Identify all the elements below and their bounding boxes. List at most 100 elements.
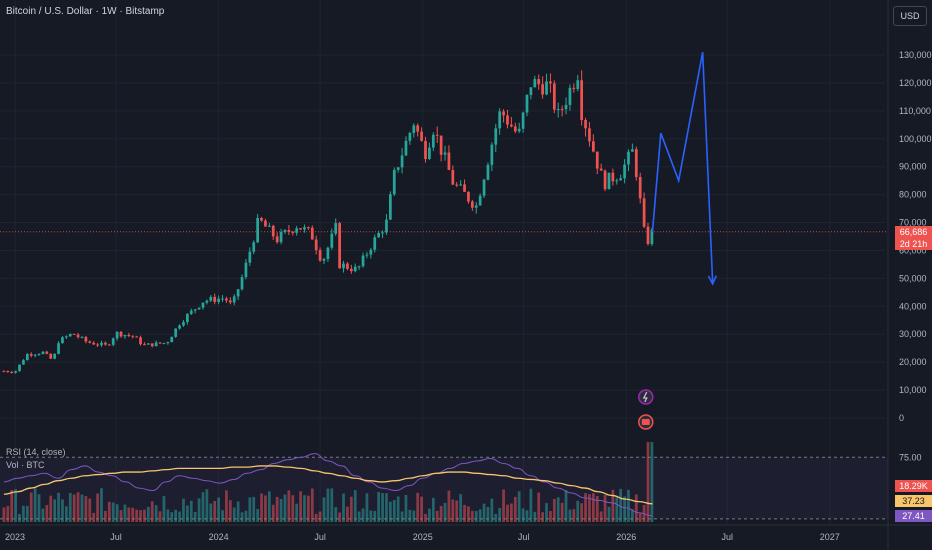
candle-body [256, 217, 260, 243]
volume-bar [549, 511, 552, 522]
candle-body [510, 124, 513, 127]
volume-bar [244, 510, 248, 522]
candle-body [591, 141, 595, 152]
x-tick-label: Jul [721, 532, 733, 542]
candle-body [568, 87, 572, 105]
candle-body [178, 325, 181, 329]
candle-body [84, 336, 88, 342]
candle-body [338, 223, 341, 269]
candle-body [525, 94, 529, 113]
candle-body [467, 191, 470, 202]
y-tick-label: 40,000 [899, 301, 927, 311]
candle-body [139, 337, 142, 345]
volume-bar [326, 488, 330, 522]
candle-body [119, 331, 123, 337]
candle-body [459, 184, 462, 186]
volume-bar [588, 494, 591, 522]
volume-bar [373, 510, 377, 522]
volume-bar [127, 507, 131, 522]
volume-bar [556, 497, 560, 522]
candle-body [314, 239, 318, 251]
volume-bar [599, 511, 603, 522]
candle-body [482, 179, 486, 196]
volume-bar [287, 490, 291, 522]
volume-bar [591, 493, 595, 522]
volume-bar [299, 491, 302, 522]
candle-body [123, 335, 127, 337]
candle-body [310, 227, 314, 240]
candle-body [143, 344, 146, 346]
volume-bar [498, 508, 502, 522]
volume-bar [467, 506, 470, 522]
candle-body [361, 255, 365, 267]
candle-body [10, 372, 14, 374]
x-tick-label: 2023 [5, 532, 25, 542]
volume-bar [213, 500, 217, 522]
candle-body [412, 125, 416, 134]
candle-body [381, 232, 384, 234]
volume-bar [447, 490, 451, 522]
candle-body [584, 119, 587, 129]
volume-bar [107, 501, 111, 522]
volume-bar [64, 506, 68, 522]
candle-body [37, 354, 41, 356]
candle-body [61, 337, 64, 344]
volume-bar [221, 510, 224, 522]
candle-body [318, 250, 322, 261]
volume-bar [283, 494, 287, 522]
candle-body [474, 205, 478, 208]
candle-body [451, 169, 455, 185]
volume-bar [119, 510, 123, 522]
volume-bar [225, 490, 228, 522]
rsi-tag: 27.41 [895, 510, 932, 522]
x-tick-label: Jul [518, 532, 530, 542]
candle-body [146, 343, 150, 345]
y-tick-label: 80,000 [899, 190, 927, 200]
candle-body [76, 334, 80, 338]
x-tick-label: 2026 [616, 532, 636, 542]
volume-bar [25, 505, 29, 522]
candle-body [396, 167, 400, 170]
volume-bar [162, 496, 166, 522]
projection-line [651, 52, 714, 285]
candle-body [104, 342, 107, 345]
candle-body [506, 115, 509, 125]
candle-body [490, 144, 494, 165]
candle-body [150, 343, 154, 347]
candle-body [435, 134, 439, 136]
candle-body [455, 184, 459, 186]
candle-body [533, 79, 537, 88]
volume-bar [603, 494, 607, 522]
volume-bar [61, 499, 64, 522]
volume-bar [271, 504, 275, 522]
x-tick-label: Jul [110, 532, 122, 542]
volume-bar [650, 442, 654, 522]
volume-bar [424, 513, 427, 522]
volume-bar [310, 488, 314, 522]
volume-bar [123, 504, 127, 522]
volume-bar [178, 511, 181, 522]
y-tick-label: 110,000 [899, 106, 931, 116]
volume-bar [580, 503, 584, 522]
candle-body [295, 228, 299, 233]
volume-bar [264, 495, 267, 522]
candle-body [478, 195, 482, 206]
volume-bar [186, 505, 189, 522]
bar-countdown: 2d 21h [899, 239, 928, 249]
currency-button[interactable]: USD [893, 6, 927, 26]
volume-bar [322, 497, 326, 522]
candle-body [572, 87, 576, 89]
volume-bar [455, 500, 459, 522]
candle-body [41, 351, 45, 355]
candle-body [221, 298, 224, 300]
candle-body [96, 344, 99, 346]
volume-bar [513, 496, 517, 522]
candle-body [18, 364, 21, 372]
volume-bar [49, 495, 53, 522]
rsi-level-label: 75.00 [899, 452, 922, 462]
candle-body [252, 242, 256, 252]
candle-body [560, 109, 564, 111]
volume-bar [568, 509, 572, 522]
